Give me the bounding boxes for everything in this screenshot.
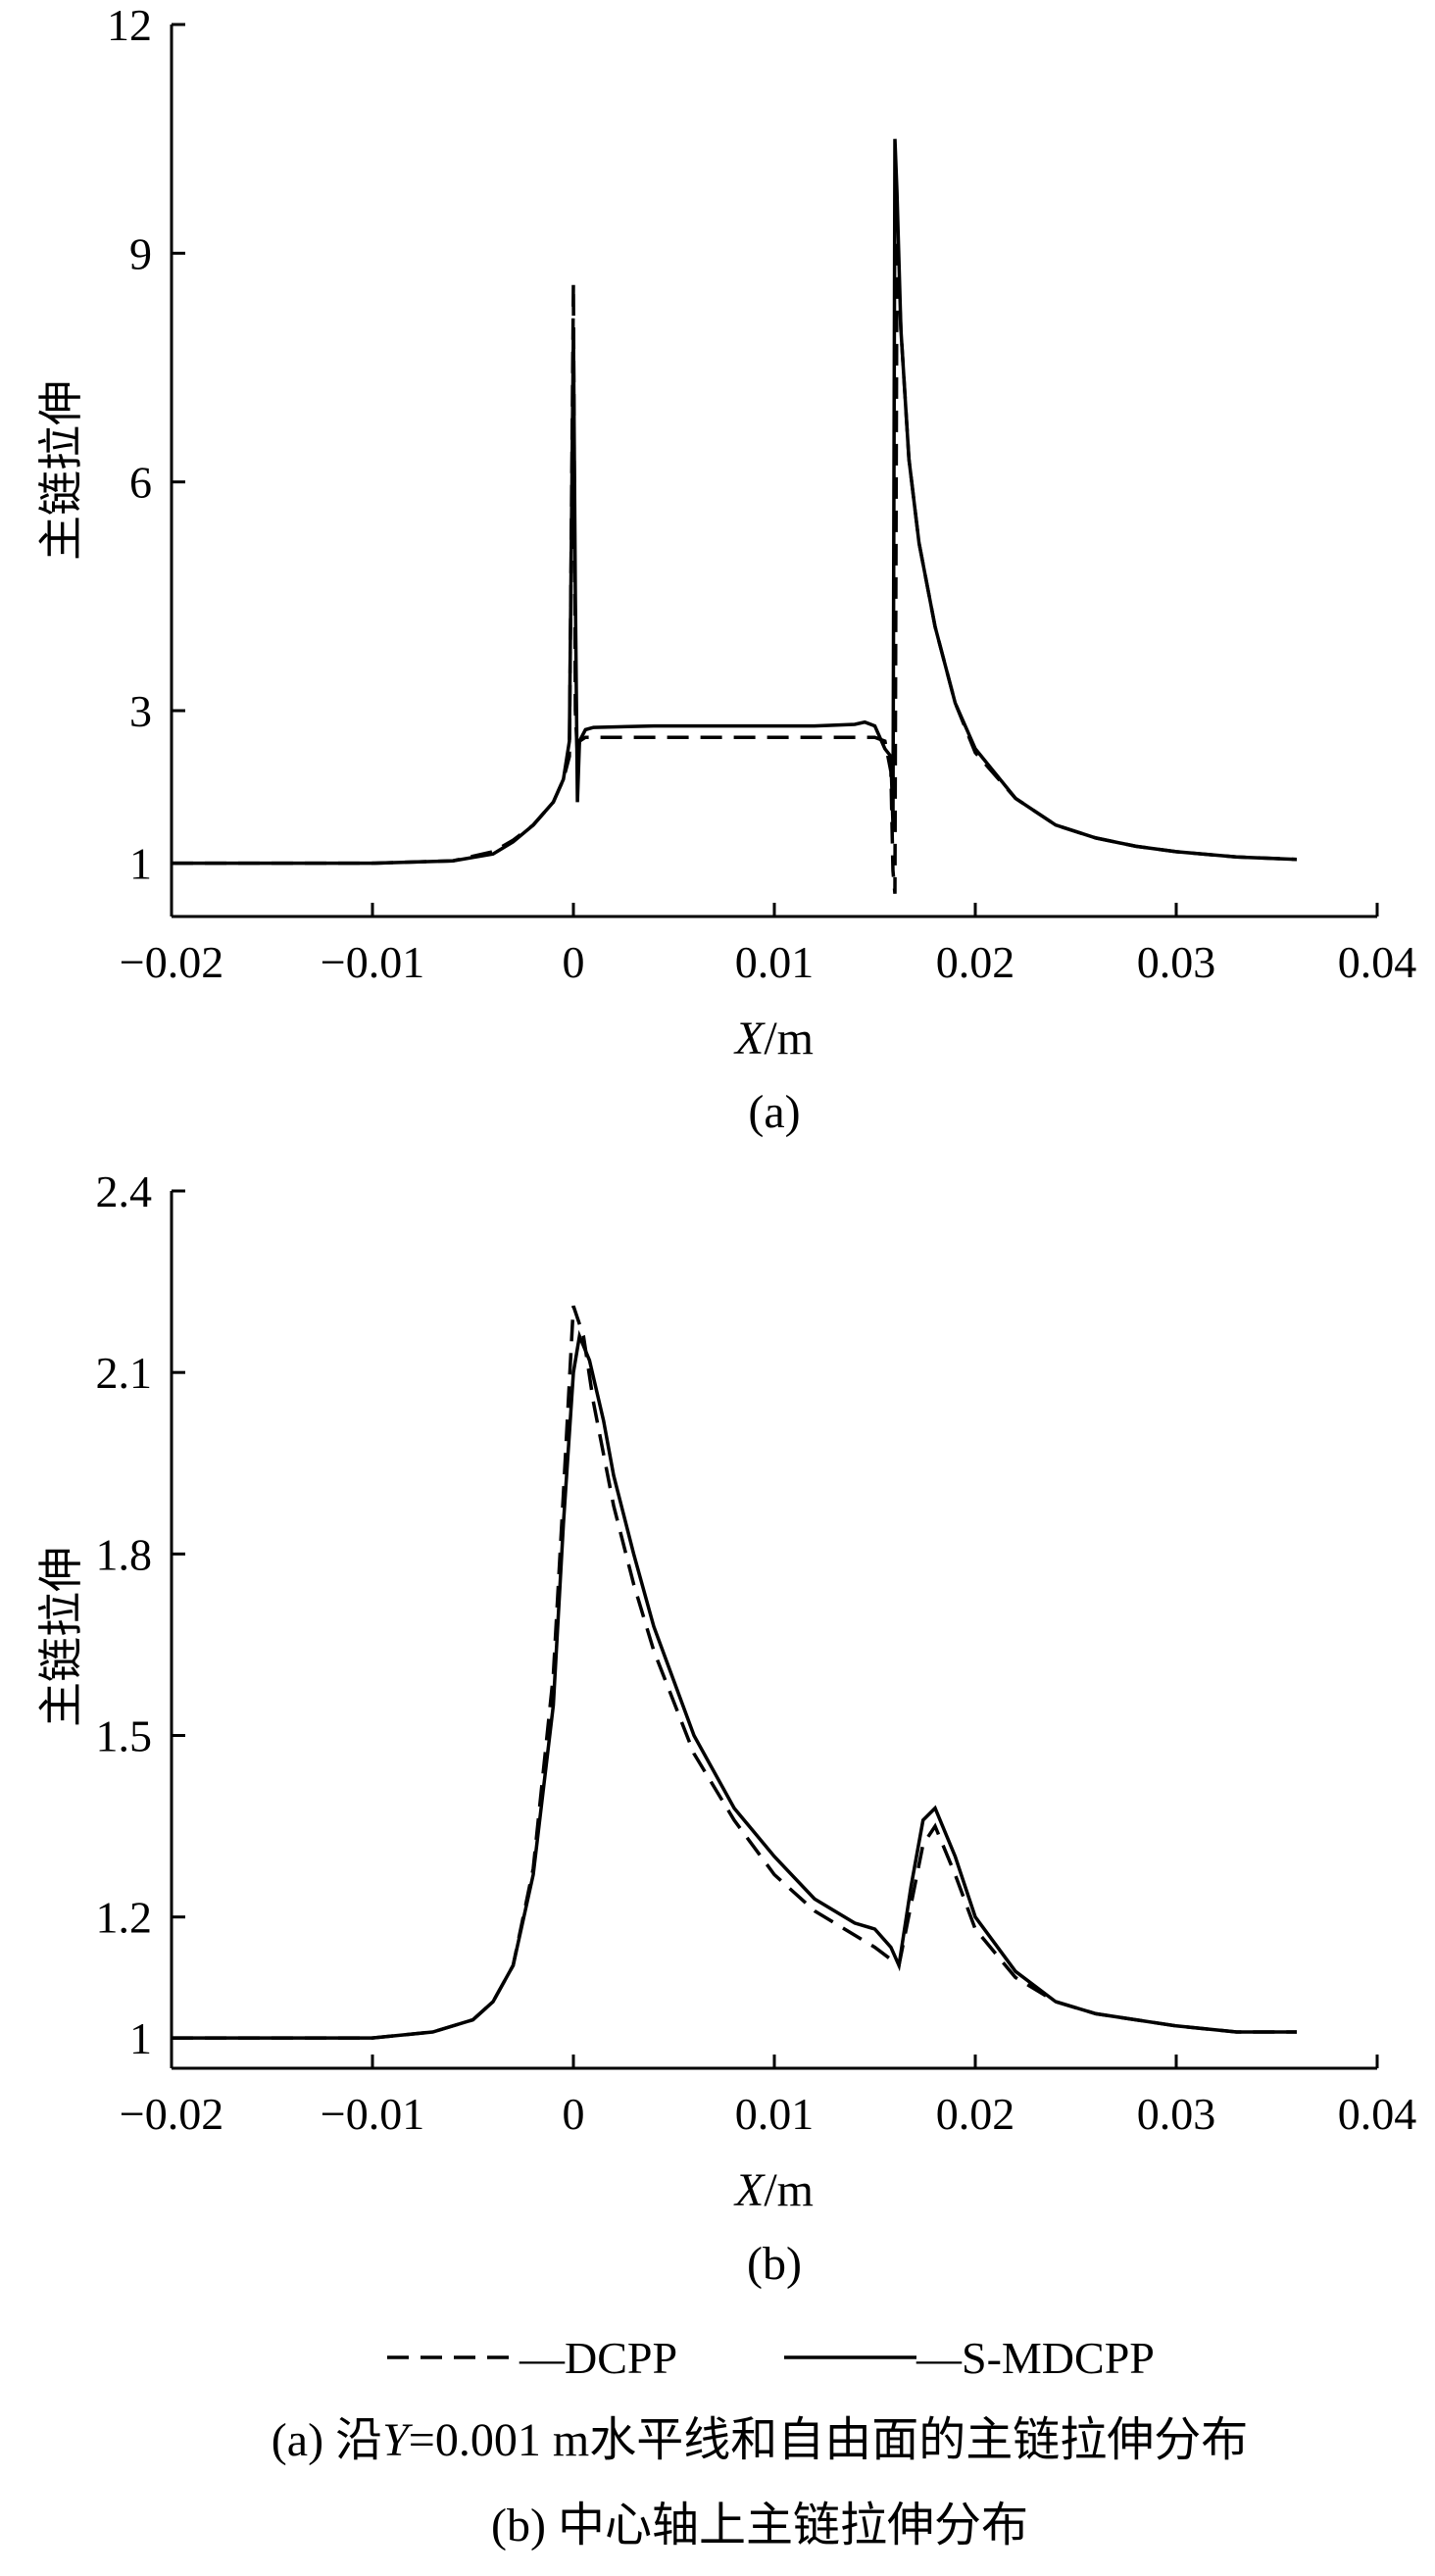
x-tick-label: 0.02 — [936, 937, 1015, 987]
x-tick-label: 0.02 — [936, 2089, 1015, 2139]
y-tick-label: 6 — [129, 458, 152, 508]
panel-label-a: (a) — [748, 1086, 800, 1138]
x-tick-label: 0 — [563, 2089, 585, 2139]
chart-panel-a: −0.02 −0.01 0 0.01 0.02 0.03 0.04 1 3 6 9 12 主链拉伸 X… — [34, 0, 1416, 1138]
y-tick-label: 9 — [129, 228, 152, 278]
y-axis-label-b: 主链拉伸 — [34, 1547, 87, 1727]
y-tick-label: 3 — [129, 686, 152, 736]
series-line-dcpp — [172, 1305, 1297, 2040]
y-tick-label: 12 — [107, 0, 152, 50]
y-tick-label: 1 — [129, 839, 152, 889]
panel-label-b: (b) — [747, 2238, 802, 2290]
x-tick-label: −0.02 — [120, 2089, 223, 2139]
x-tick-label: 0.03 — [1137, 2089, 1216, 2139]
figure-caption: (a) 沿Y=0.001 m水平线和自由面的主链拉伸分布 (b) 中心轴上主链拉… — [272, 2414, 1248, 2551]
y-tick-label: 1 — [129, 2013, 152, 2063]
x-axis-label-a: X/m — [733, 1013, 814, 1065]
legend: —DCPP —S-MDCPP — [387, 2333, 1155, 2383]
x-tick-label: 0.04 — [1338, 2089, 1417, 2139]
series-line-s-mdcpp — [172, 1329, 1297, 2040]
x-tick-label: 0.04 — [1338, 937, 1417, 987]
legend-label-smdcpp: —S-MDCPP — [915, 2333, 1155, 2383]
y-tick-label: 1.8 — [96, 1529, 153, 1579]
y-tick-label: 2.1 — [96, 1348, 153, 1398]
x-tick-label: 0 — [563, 937, 585, 987]
y-tick-label: 1.2 — [96, 1893, 153, 1943]
legend-label-dcpp: —DCPP — [519, 2333, 677, 2383]
caption-line-2: (b) 中心轴上主链拉伸分布 — [491, 2500, 1028, 2551]
x-tick-label: −0.01 — [321, 937, 424, 987]
x-tick-label: 0.01 — [735, 937, 815, 987]
series-line-dcpp — [172, 237, 1298, 894]
y-tick-label: 2.4 — [96, 1166, 153, 1216]
y-tick-label: 1.5 — [96, 1711, 153, 1761]
x-axis-label-b: X/m — [733, 2164, 814, 2216]
x-tick-label: −0.01 — [321, 2089, 424, 2139]
series-line-s-mdcpp — [172, 138, 1298, 866]
y-axis-label-a: 主链拉伸 — [34, 380, 87, 561]
chart-panel-b: −0.02 −0.01 0 0.01 0.02 0.03 0.04 1 1.2 1.5 1.8 2.1… — [34, 1166, 1416, 2290]
caption-line-1: (a) 沿Y=0.001 m水平线和自由面的主链拉伸分布 — [272, 2414, 1248, 2466]
x-tick-label: 0.01 — [735, 2089, 815, 2139]
x-tick-label: 0.03 — [1137, 937, 1216, 987]
x-tick-label: −0.02 — [120, 937, 223, 987]
